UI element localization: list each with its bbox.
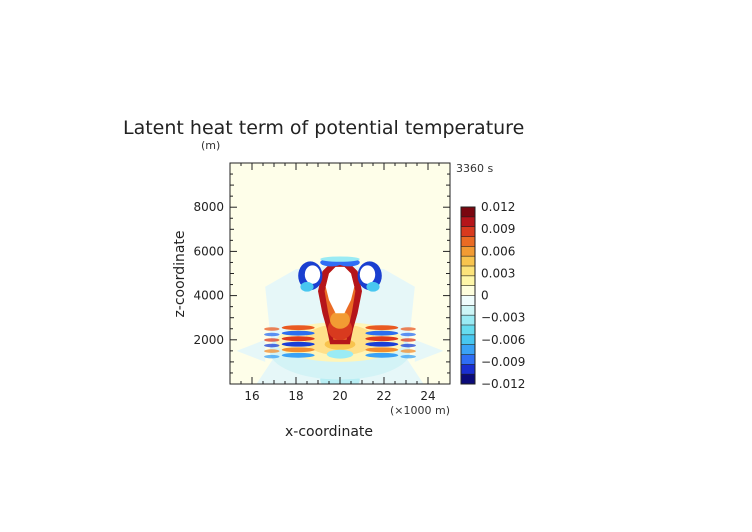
y-tick-label: 4000 <box>193 289 224 303</box>
colorbar: 0.012 0.009 0.006 0.003 0 −0.003 −0.006 −0.009 −… <box>460 200 525 391</box>
left-outer-stripe <box>264 338 280 342</box>
colorbar-swatch <box>461 344 475 355</box>
right-stripe <box>365 352 399 358</box>
left-stripe <box>281 347 315 353</box>
colorbar-tick-label: 0.003 <box>481 266 515 280</box>
colorbar-swatch <box>461 354 475 365</box>
colorbar-swatch <box>461 295 475 306</box>
left-stripe <box>281 336 315 342</box>
y-axis: 2000 4000 6000 8000 <box>193 162 450 385</box>
left-stripe <box>281 325 315 331</box>
right-stripe <box>365 330 399 336</box>
colorbar-swatch <box>461 266 475 277</box>
colorbar-tick-label: −0.006 <box>481 333 525 347</box>
colorbar-swatch <box>461 374 475 385</box>
colorbar-swatch <box>461 236 475 247</box>
right-outer-stripe <box>400 343 416 348</box>
center-cool-patch <box>326 349 354 359</box>
right-cooling-lobe-core <box>359 265 376 284</box>
plot-area: 16 18 20 22 24 2000 4000 6000 8000 <box>193 162 451 403</box>
right-stripe <box>365 325 399 331</box>
colorbar-swatch <box>461 207 475 218</box>
x-axis: 16 18 20 22 24 <box>229 163 451 403</box>
y-axis-title: z-coordinate <box>172 230 188 317</box>
colorbar-swatch <box>461 226 475 237</box>
colorbar-tick-label: 0.009 <box>481 222 515 236</box>
right-stripe <box>365 347 399 353</box>
colorbar-swatch <box>461 305 475 316</box>
x-tick-label: 16 <box>244 389 259 403</box>
updraft-base-inner <box>330 311 350 329</box>
right-outer-stripe <box>400 332 416 337</box>
x-tick-label: 20 <box>332 389 347 403</box>
left-outer-stripe <box>264 332 280 337</box>
x-axis-title: x-coordinate <box>285 424 373 440</box>
colorbar-swatch <box>461 325 475 336</box>
colorbar-tick-label: −0.003 <box>481 311 525 325</box>
core-off-scale <box>325 266 355 314</box>
y-unit-label: (m) <box>201 139 220 152</box>
left-lobe-edge <box>300 281 314 292</box>
y-tick-label: 6000 <box>193 244 224 258</box>
colorbar-tick-label: 0.006 <box>481 244 515 258</box>
left-outer-stripe <box>264 349 280 353</box>
cap-weak-cooling <box>320 256 360 262</box>
left-stripe <box>281 330 315 336</box>
chart-title: Latent heat term of potential temperatur… <box>123 117 524 139</box>
colorbar-tick-label: 0.012 <box>481 200 515 214</box>
y-tick-label: 2000 <box>193 333 224 347</box>
left-outer-stripe <box>264 327 280 331</box>
right-outer-stripe <box>400 338 416 342</box>
weak-negative-envelope <box>236 339 266 362</box>
colorbar-tick-label: −0.012 <box>481 377 525 391</box>
colorbar-swatch <box>461 216 475 227</box>
colorbar-swatch <box>461 275 475 286</box>
colorbar-swatch <box>461 246 475 257</box>
heatmap-field <box>236 256 444 384</box>
left-cooling-lobe-core <box>304 265 321 284</box>
right-stripe <box>365 336 399 342</box>
right-outer-stripe <box>400 349 416 353</box>
x-tick-label: 18 <box>288 389 303 403</box>
colorbar-swatch <box>461 334 475 345</box>
left-stripe <box>281 341 315 347</box>
colorbar-swatch <box>461 364 475 375</box>
x-tick-label: 24 <box>420 389 435 403</box>
x-tick-label: 22 <box>376 389 391 403</box>
x-unit-label: (×1000 m) <box>390 404 450 417</box>
weak-negative-envelope <box>414 339 444 362</box>
colorbar-swatch <box>461 285 475 296</box>
colorbar-swatch <box>461 256 475 267</box>
colorbar-tick-label: −0.009 <box>481 355 525 369</box>
colorbar-swatch <box>461 315 475 326</box>
right-stripe <box>365 341 399 347</box>
right-outer-stripe <box>400 354 416 359</box>
right-lobe-edge <box>366 281 380 292</box>
colorbar-tick-label: 0 <box>481 289 489 303</box>
y-tick-label: 8000 <box>193 200 224 214</box>
left-outer-stripe <box>264 343 280 348</box>
left-outer-stripe <box>264 354 280 359</box>
left-stripe <box>281 352 315 358</box>
time-label: 3360 s <box>456 162 493 175</box>
right-outer-stripe <box>400 327 416 331</box>
